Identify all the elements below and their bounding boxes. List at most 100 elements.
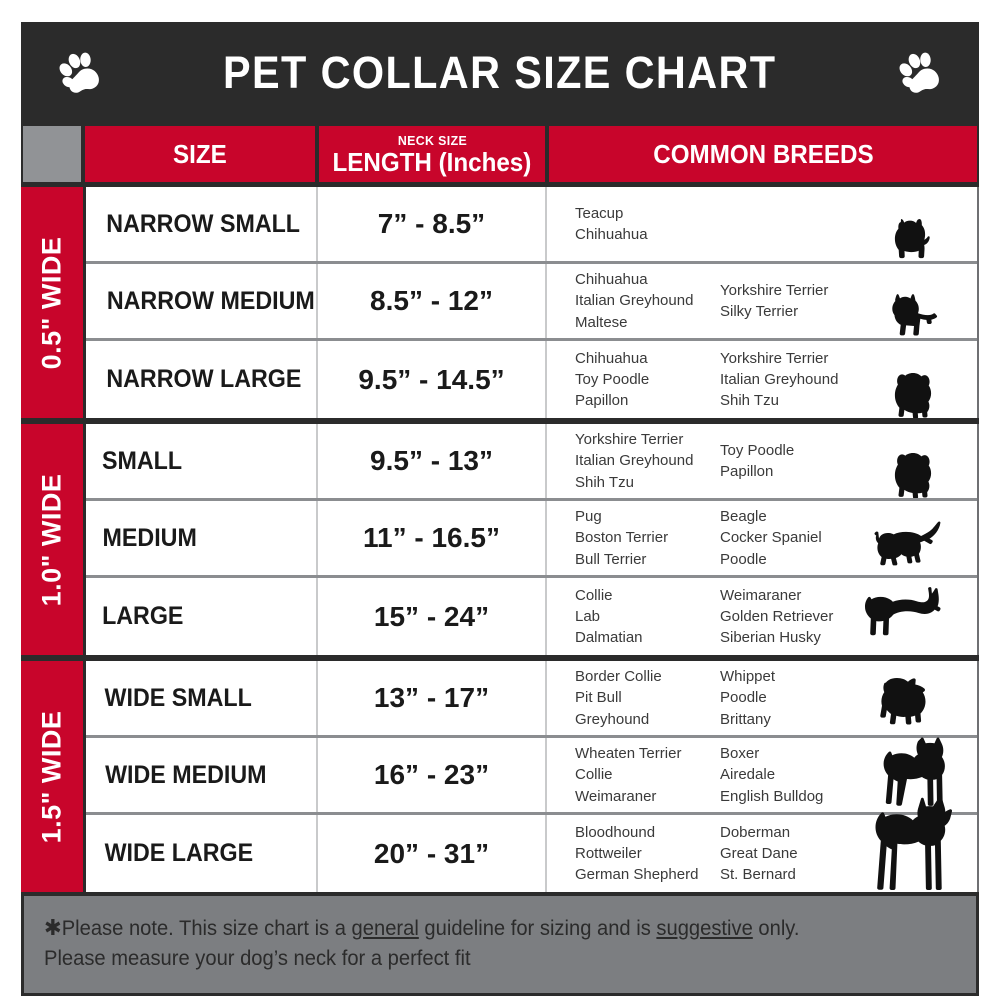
size-group-2: 1.0" WIDE SMALL 9.5” - 13” Yorkshire Terrie… [21, 418, 979, 655]
cell-common-breeds: Pug Boston Terrier Bull Terrier Beagle Cocke… [547, 501, 977, 575]
breed-name: Yorkshire Terrier [575, 431, 684, 449]
size-group-3: 1.5" WIDE WIDE SMALL 13” - 17” Border Colli… [21, 655, 979, 892]
cell-neck-length: 15” - 24” [318, 578, 547, 655]
group-width-label: 1.0" WIDE [21, 424, 83, 655]
breed-column: Beagle Cocker Spaniel Poodle [720, 506, 870, 570]
cell-common-breeds: Teacup Chihuahua [547, 187, 977, 261]
breed-column: Toy Poodle Papillon [720, 440, 870, 483]
breed-name: Shih Tzu [720, 392, 779, 410]
group-rows: NARROW SMALL 7” - 8.5” Teacup Chihuahua NARR… [83, 187, 979, 418]
breed-name: Bloodhound [575, 823, 656, 841]
table-row: MEDIUM 11” - 16.5” Pug Boston Terrier Bull T… [86, 501, 977, 578]
cell-neck-length: 9.5” - 14.5” [318, 341, 547, 418]
breed-name: Great Dane [720, 844, 798, 862]
cell-neck-length: 7” - 8.5” [318, 187, 547, 261]
cell-size-name: NARROW LARGE [86, 341, 318, 418]
breed-name: Collie [575, 766, 613, 784]
table-header-row: SIZE NECK SIZE LENGTH (Inches) COMMON BR… [21, 124, 979, 184]
breed-name: Collie [575, 586, 613, 604]
footer-line-1: ✱Please note. This size chart is a gener… [44, 912, 920, 944]
cell-common-breeds: Chihuahua Toy Poodle Papillon Yorkshire Ter… [547, 341, 977, 418]
breed-name: Toy Poodle [720, 441, 795, 459]
group-rows: SMALL 9.5” - 13” Yorkshire Terrier Italian … [83, 424, 979, 655]
table-row: NARROW MEDIUM 8.5” - 12” Chihuahua Italian … [86, 264, 977, 341]
breed-name: Yorkshire Terrier [720, 281, 829, 299]
breed-column: Chihuahua Italian Greyhound Maltese [575, 269, 720, 333]
cell-common-breeds: Bloodhound Rottweiler German Shepherd Dober… [547, 796, 977, 892]
breed-name: St. Bernard [720, 866, 796, 884]
group-width-text: 0.5" WIDE [36, 236, 67, 369]
breed-name: German Shepherd [575, 866, 699, 884]
footer-line-2: Please measure your dog’s neck for a per… [44, 947, 471, 971]
breed-name: Airedale [720, 766, 776, 784]
group-width-text: 1.5" WIDE [36, 710, 67, 843]
cell-common-breeds: Chihuahua Italian Greyhound Maltese Yorkshi… [547, 264, 977, 338]
breed-name: Shih Tzu [575, 473, 634, 491]
breed-column: Collie Lab Dalmatian [575, 585, 720, 649]
asterisk-icon: ✱ [44, 915, 62, 940]
breed-name: Boston Terrier [575, 529, 669, 547]
breed-name: Weimaraner [720, 586, 802, 604]
cell-common-breeds: Yorkshire Terrier Italian Greyhound Shih T… [547, 424, 977, 498]
footer-text-a: Please note. This size chart is a [61, 917, 352, 940]
size-name-text: WIDE LARGE [104, 839, 254, 867]
breed-name: Pit Bull [575, 689, 622, 707]
footer-text-b: guideline for sizing and is [418, 917, 657, 940]
group-width-label: 1.5" WIDE [21, 661, 83, 892]
group-rows: WIDE SMALL 13” - 17” Border Collie Pit Bull… [83, 661, 979, 892]
breed-name: Pug [575, 508, 602, 526]
breed-name: Dalmatian [575, 629, 643, 647]
breed-name: Lab [575, 607, 601, 625]
breed-name: Poodle [720, 550, 767, 568]
size-name-text: MEDIUM [102, 523, 197, 552]
breed-name: Boxer [720, 745, 760, 763]
cell-size-name: SMALL [86, 424, 318, 498]
table-row: WIDE LARGE 20” - 31” Bloodhound Rottweiler G… [86, 796, 977, 892]
breed-name: Bull Terrier [575, 550, 647, 568]
breed-name: Golden Retriever [720, 607, 834, 625]
size-group-1: 0.5" WIDE NARROW SMALL 7” - 8.5” Teacup Chih… [21, 184, 979, 418]
breed-name: Maltese [575, 313, 628, 331]
table-row: WIDE SMALL 13” - 17” Border Collie Pit Bull… [86, 661, 977, 738]
table-body: 0.5" WIDE NARROW SMALL 7” - 8.5” Teacup Chih… [21, 184, 979, 892]
table-row: LARGE 15” - 24” Collie Lab Dalmatian Weimaran… [86, 578, 977, 655]
paw-print-icon [55, 46, 105, 100]
table-row: WIDE MEDIUM 16” - 23” Wheaten Terrier Colli… [86, 737, 977, 815]
breed-column: Boxer Airedale English Bulldog [720, 743, 870, 807]
pet-collar-size-chart: PET COLLAR SIZE CHART SIZE NECK SIZE [21, 22, 979, 996]
table-row: NARROW LARGE 9.5” - 14.5” Chihuahua Toy Poo… [86, 341, 977, 418]
page-title: PET COLLAR SIZE CHART [223, 47, 777, 98]
breed-name: Chihuahua [575, 271, 648, 289]
breed-name: Papillon [720, 463, 774, 480]
breed-name: Border Collie [575, 668, 662, 686]
cell-common-breeds: Collie Lab Dalmatian Weimaraner Golden Retri… [547, 578, 977, 655]
breed-column: Whippet Poodle Brittany [720, 666, 870, 730]
breed-name: Yorkshire Terrier [720, 349, 829, 367]
breed-name: Chihuahua [575, 349, 648, 367]
cell-size-name: WIDE SMALL [86, 661, 318, 735]
breed-name: Cocker Spaniel [720, 529, 822, 547]
breed-column: Border Collie Pit Bull Greyhound [575, 666, 720, 730]
chart-header-banner: PET COLLAR SIZE CHART [21, 22, 979, 124]
group-width-text: 1.0" WIDE [36, 473, 67, 606]
cell-neck-length: 16” - 23” [318, 738, 547, 812]
cell-neck-length: 13” - 17” [318, 661, 547, 735]
breed-name: Chihuahua [575, 226, 648, 243]
breed-name: Doberman [720, 823, 791, 841]
breed-column: Bloodhound Rottweiler German Shepherd [575, 822, 720, 886]
cell-size-name: LARGE [86, 578, 318, 655]
breed-name: English Bulldog [720, 787, 824, 805]
breed-column: Yorkshire Terrier Italian Greyhound Shih T… [575, 429, 720, 493]
breed-name: Poodle [720, 689, 767, 707]
header-corner-box [21, 124, 83, 184]
size-name-text: NARROW MEDIUM [106, 286, 315, 315]
size-name-text: WIDE MEDIUM [105, 760, 267, 789]
breed-column: Teacup Chihuahua [575, 203, 720, 246]
column-header-size-label: SIZE [173, 139, 227, 169]
cell-neck-length: 11” - 16.5” [318, 501, 547, 575]
cell-size-name: NARROW MEDIUM [86, 264, 318, 338]
footer-underline-general: general [351, 917, 419, 940]
cell-size-name: WIDE LARGE [86, 815, 318, 892]
cell-neck-length: 20” - 31” [318, 815, 547, 892]
column-header-length: NECK SIZE LENGTH (Inches) [317, 124, 547, 184]
